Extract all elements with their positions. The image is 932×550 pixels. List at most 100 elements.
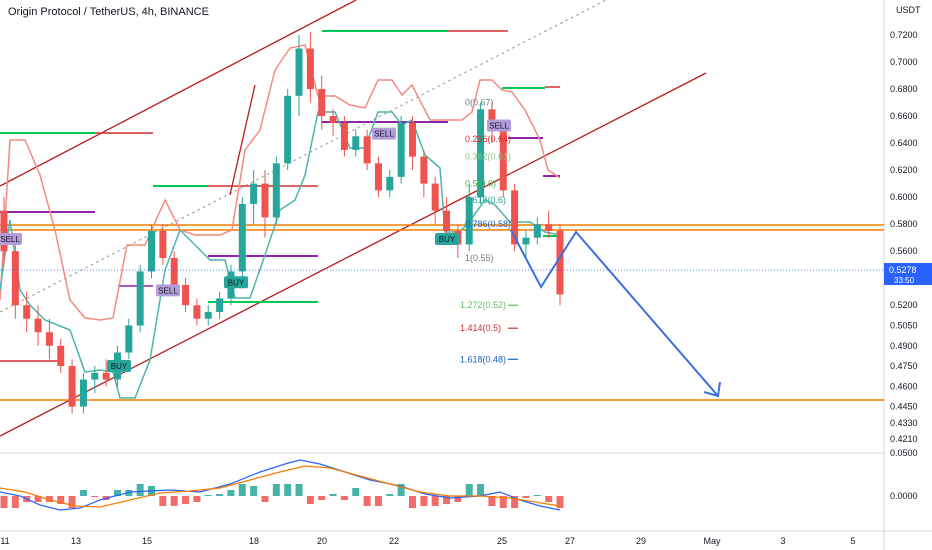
- candle[interactable]: [284, 89, 292, 171]
- time-tick: 5: [850, 536, 855, 546]
- price-tag-value: 0.5278: [889, 265, 917, 275]
- price-axis[interactable]: 0.7200 0.7000 0.6800 0.6600 0.6400 0.6200 0.60…: [890, 30, 918, 444]
- histogram-bar: [522, 496, 530, 498]
- candle[interactable]: [465, 183, 473, 252]
- histogram-bar: [57, 496, 65, 504]
- candle[interactable]: [431, 176, 439, 225]
- channel-upper-line[interactable]: [0, 0, 357, 187]
- oscillator-line-fast: [0, 459, 561, 511]
- candle[interactable]: [79, 372, 87, 414]
- candle[interactable]: [386, 170, 394, 198]
- candle[interactable]: [306, 32, 314, 103]
- candle-body: [102, 372, 110, 380]
- candle[interactable]: [545, 210, 553, 238]
- candle[interactable]: [182, 278, 190, 312]
- candle-body: [57, 345, 65, 367]
- candle[interactable]: [443, 197, 451, 238]
- candle[interactable]: [23, 291, 31, 333]
- candle-body: [522, 237, 530, 245]
- candle[interactable]: [352, 129, 360, 157]
- buy-signal-badge: BUY: [435, 233, 459, 246]
- candle[interactable]: [204, 305, 212, 326]
- candle[interactable]: [340, 116, 348, 157]
- candle[interactable]: [329, 109, 337, 137]
- candle[interactable]: [522, 230, 530, 258]
- candle[interactable]: [57, 339, 65, 373]
- candle[interactable]: [397, 116, 405, 184]
- price-tick: 0.5050: [890, 321, 918, 331]
- candle-body: [386, 176, 394, 191]
- small-trend-line[interactable]: [229, 84, 256, 196]
- price-tick: 0.4330: [890, 418, 918, 428]
- price-tick: 0.4210: [890, 434, 918, 444]
- histogram-bar: [204, 495, 212, 496]
- level-markers: [0, 30, 560, 362]
- candle[interactable]: [499, 122, 507, 198]
- base-line: [0, 44, 561, 321]
- projection-arrow[interactable]: [510, 229, 721, 398]
- candle[interactable]: [136, 264, 144, 333]
- time-axis[interactable]: 11 13 15 18 20 22 25 27 29 May 3 5: [0, 536, 855, 546]
- candlestick-series[interactable]: [0, 32, 564, 414]
- histogram-bar: [45, 496, 53, 502]
- candle[interactable]: [511, 183, 519, 252]
- candle-body: [545, 224, 553, 231]
- candle[interactable]: [556, 224, 564, 306]
- candle[interactable]: [272, 156, 280, 225]
- price-tick: 0.4600: [890, 381, 918, 391]
- time-tick: 3: [780, 536, 785, 546]
- candle[interactable]: [261, 170, 269, 238]
- candle[interactable]: [250, 170, 258, 225]
- candle[interactable]: [238, 197, 246, 279]
- candle[interactable]: [159, 224, 167, 265]
- candle[interactable]: [125, 318, 133, 360]
- histogram-bar: [68, 496, 76, 508]
- price-tick: 0.5600: [890, 246, 918, 256]
- candle[interactable]: [374, 156, 382, 198]
- candle[interactable]: [193, 298, 201, 326]
- candle[interactable]: [295, 35, 303, 117]
- candle[interactable]: [0, 197, 8, 265]
- time-tick: May: [703, 536, 721, 546]
- price-tick: 0.6200: [890, 165, 918, 175]
- candle[interactable]: [363, 129, 371, 171]
- candle[interactable]: [318, 75, 326, 130]
- candle[interactable]: [420, 149, 428, 198]
- time-tick: 13: [71, 536, 81, 546]
- price-tick: 0.6600: [890, 111, 918, 121]
- candle[interactable]: [216, 291, 224, 319]
- candle-body: [170, 257, 178, 285]
- signal-label: SELL: [0, 235, 20, 244]
- price-tick: 0.7000: [890, 57, 918, 67]
- histogram-bar: [284, 484, 292, 496]
- current-price-tag: 0.5278 33:50: [884, 263, 932, 285]
- histogram-bar: [511, 496, 519, 508]
- currency-label: USDT: [896, 5, 921, 15]
- candle[interactable]: [408, 116, 416, 171]
- histogram-bar: [363, 496, 371, 506]
- histogram-bar: [170, 496, 178, 506]
- candle[interactable]: [102, 359, 110, 387]
- price-tick: 0.6800: [890, 84, 918, 94]
- candle-body: [136, 271, 144, 326]
- candle[interactable]: [533, 217, 541, 245]
- time-tick: 20: [317, 536, 327, 546]
- candle[interactable]: [11, 237, 19, 319]
- candle[interactable]: [45, 318, 53, 360]
- sell-signal-badge: SELL: [372, 127, 396, 140]
- histogram-bar: [11, 496, 19, 508]
- oscillator-panel[interactable]: [0, 459, 564, 511]
- signal-label: BUY: [439, 235, 456, 244]
- candle[interactable]: [148, 224, 156, 279]
- candle-body: [511, 190, 519, 245]
- histogram-bar: [91, 496, 99, 497]
- candle-body: [306, 48, 314, 90]
- candle[interactable]: [91, 366, 99, 394]
- candle-body: [352, 136, 360, 150]
- candle[interactable]: [34, 305, 42, 346]
- time-tick: 11: [0, 536, 9, 546]
- candle[interactable]: [477, 102, 485, 204]
- candle-body: [238, 203, 246, 272]
- candle[interactable]: [68, 359, 76, 414]
